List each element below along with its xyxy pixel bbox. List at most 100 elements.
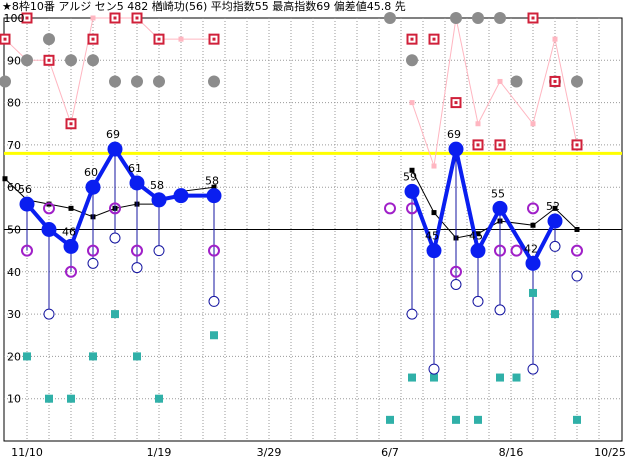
red-square-center xyxy=(553,79,557,83)
gray-dot xyxy=(0,75,11,88)
teal-square xyxy=(496,373,504,382)
blue-ring xyxy=(571,270,583,282)
teal-square xyxy=(89,352,97,361)
data-label: 61 xyxy=(128,162,142,175)
black-point xyxy=(409,167,415,173)
y-tick-label: 90 xyxy=(7,54,21,67)
blue-ring xyxy=(406,308,418,320)
main-point xyxy=(41,222,57,237)
pink-point xyxy=(431,163,437,169)
blue-ring xyxy=(87,257,99,269)
teal-square xyxy=(452,415,460,424)
red-square-center xyxy=(531,16,535,20)
purple-ring xyxy=(450,265,462,278)
teal-square xyxy=(210,331,218,340)
x-tick-label: 6/7 xyxy=(381,446,399,459)
purple-ring xyxy=(87,244,99,257)
gray-dot xyxy=(494,12,506,24)
gray-dot xyxy=(153,75,165,88)
main-point xyxy=(547,213,563,229)
main-point xyxy=(107,141,123,157)
teal-square xyxy=(23,352,31,361)
blue-ring xyxy=(208,295,220,307)
y-tick-label: 60 xyxy=(7,181,21,194)
teal-square xyxy=(408,373,416,382)
data-label: 55 xyxy=(491,187,505,200)
data-label: 60 xyxy=(84,166,98,179)
blue-ring xyxy=(131,262,143,274)
data-label: 56 xyxy=(18,183,32,196)
main-series-layer xyxy=(19,141,563,271)
y-tick-label: 20 xyxy=(7,350,21,363)
main-point xyxy=(19,196,35,212)
main-point xyxy=(173,188,189,204)
red-square-center xyxy=(91,37,95,41)
pink-point xyxy=(409,100,415,106)
marker-layer xyxy=(0,12,583,424)
teal-square xyxy=(45,394,53,403)
blue-ring xyxy=(109,232,121,244)
data-label: 58 xyxy=(205,175,219,188)
pink-point xyxy=(178,36,184,42)
purple-ring xyxy=(43,202,55,215)
main-point xyxy=(470,243,486,259)
y-tick-label: 80 xyxy=(7,97,21,110)
blue-ring xyxy=(153,245,165,257)
x-tick-label: 3/29 xyxy=(257,446,282,459)
blue-ring xyxy=(472,295,484,307)
black-point xyxy=(475,231,481,237)
gray-dot xyxy=(65,54,77,67)
x-tick-label: 11/10 xyxy=(11,446,43,459)
red-square-center xyxy=(575,143,579,147)
purple-ring xyxy=(571,244,583,257)
blue-ring xyxy=(43,308,55,320)
black-point xyxy=(530,222,536,228)
black-point xyxy=(431,210,437,216)
data-label: 58 xyxy=(150,179,164,192)
teal-square xyxy=(111,310,119,319)
main-point xyxy=(129,175,145,191)
black-point xyxy=(552,205,558,211)
pink-point xyxy=(552,36,558,42)
data-label: 52 xyxy=(546,200,560,213)
blue-ring xyxy=(527,363,539,375)
gray-dot xyxy=(43,33,55,46)
black-point xyxy=(211,184,217,190)
main-point xyxy=(404,183,420,199)
pink-series-line xyxy=(4,17,214,126)
x-tick-label: 10/25 xyxy=(594,446,626,459)
blue-ring xyxy=(450,278,462,290)
gray-dot xyxy=(510,75,523,88)
red-square-center xyxy=(498,143,502,147)
red-square-center xyxy=(212,37,216,41)
data-label: 45 xyxy=(425,230,439,243)
data-label: 69 xyxy=(106,128,120,141)
y-tick-label: 70 xyxy=(7,139,21,152)
red-square-center xyxy=(113,16,117,20)
grid xyxy=(3,17,623,442)
purple-ring xyxy=(109,202,121,215)
purple-ring xyxy=(384,202,396,215)
gray-dot xyxy=(131,75,143,88)
pink-series-line xyxy=(411,17,578,167)
main-point xyxy=(206,188,222,204)
pink-point xyxy=(475,121,481,127)
main-point xyxy=(426,243,442,259)
x-tick-label: 1/19 xyxy=(147,446,172,459)
y-tick-label: 10 xyxy=(7,393,21,406)
x-tick-label: 8/16 xyxy=(499,446,524,459)
gray-dot xyxy=(406,54,418,67)
red-square-center xyxy=(476,143,480,147)
gray-dot xyxy=(208,75,220,88)
main-point xyxy=(63,238,79,254)
teal-square xyxy=(551,310,559,319)
axis-layer: 10 20 30 40 50 60 70 80 90 100 11/10 1/19 3/29 6/7 8/1… xyxy=(4,12,626,459)
red-square-center xyxy=(3,37,7,41)
teal-square xyxy=(529,288,537,297)
pink-point xyxy=(90,15,96,21)
purple-ring xyxy=(510,244,523,257)
main-point xyxy=(85,179,101,195)
purple-ring xyxy=(527,202,539,215)
black-point xyxy=(2,176,8,182)
